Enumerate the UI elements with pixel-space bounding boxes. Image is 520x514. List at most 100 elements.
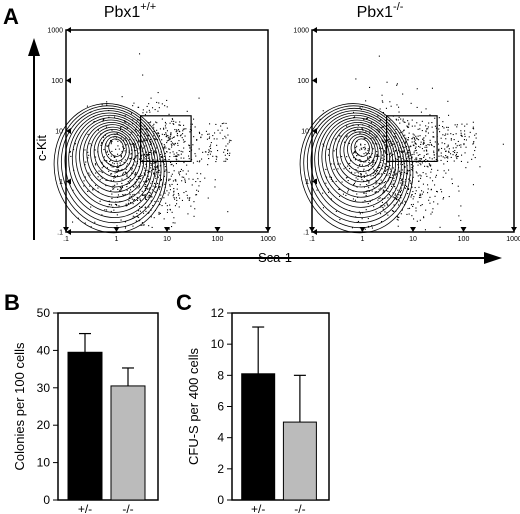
scatter-dot (206, 138, 208, 140)
scatter-dot (464, 130, 466, 132)
scatter-dot (74, 143, 76, 145)
scatter-dot (173, 193, 175, 195)
x-tick-label: 1000 (506, 236, 520, 243)
scatter-dot (152, 153, 154, 155)
scatter-dot (385, 181, 387, 183)
scatter-dot (371, 126, 373, 128)
scatter-dot (173, 153, 175, 155)
y-tick-mark (66, 128, 71, 134)
scatter-dot (422, 183, 424, 185)
scatter-dot (110, 173, 112, 175)
scatter-dot (165, 202, 167, 204)
scatter-dot (424, 165, 426, 167)
x-tick-mark (265, 227, 271, 232)
scatter-dot (363, 176, 365, 178)
scatter-dot (147, 155, 149, 157)
scatter-dot (132, 123, 134, 125)
scatter-dot (453, 139, 455, 141)
scatter-dot (447, 157, 449, 159)
scatter-dot (403, 146, 405, 148)
scatter-dot (414, 142, 416, 144)
scatter-dot (171, 146, 173, 148)
scatter-dot (368, 187, 370, 189)
scatter-dot (110, 210, 112, 212)
scatter-dot (400, 150, 402, 152)
scatter-dot (445, 150, 447, 152)
scatter-dot (158, 211, 160, 213)
scatter-dot (412, 198, 414, 200)
scatter-dot (401, 151, 403, 153)
scatter-dot (403, 121, 405, 123)
y-axis-title: CFU-S per 400 cells (186, 347, 201, 465)
scatter-dot (153, 172, 155, 174)
scatter-dot (363, 138, 365, 140)
scatter-dot (136, 196, 138, 198)
x-tick-label: .1 (63, 236, 69, 243)
scatter-dot (410, 182, 412, 184)
scatter-dot (441, 191, 443, 193)
scatter-dot (354, 172, 356, 174)
scatter-dot (173, 190, 175, 192)
scatter-dot (116, 183, 118, 185)
scatter-dot (428, 199, 430, 201)
scatter-dot (400, 137, 402, 139)
scatter-dot (357, 175, 359, 177)
scatter-dot (402, 151, 404, 153)
scatter-dot (166, 130, 168, 132)
scatter-dot (461, 154, 463, 156)
scatter-dot (111, 129, 113, 131)
scatter-dot (356, 155, 358, 157)
scatter-dot (346, 176, 348, 178)
scatter-dot (421, 130, 423, 132)
x-tick-label: 1 (115, 236, 119, 243)
scatter-dot (354, 181, 356, 183)
scatter-dot (367, 225, 369, 227)
scatter-dot (160, 156, 162, 158)
scatter-dot (427, 144, 429, 146)
scatter-dot (215, 161, 217, 163)
scatter-dot (367, 218, 369, 220)
scatter-dot (434, 117, 436, 119)
scatter-dot (149, 159, 151, 161)
scatter-dot (159, 186, 161, 188)
scatter-dot (410, 196, 412, 198)
y-tick-mark (66, 27, 71, 33)
scatter-dot (442, 198, 444, 200)
scatter-dot (408, 188, 410, 190)
scatter-dot (139, 210, 141, 212)
scatter-dot (398, 156, 400, 158)
scatter-dot (186, 194, 188, 196)
scatter-dot (118, 205, 120, 207)
y-tick-label: 1 (305, 179, 309, 186)
scatter-dot (464, 152, 466, 154)
scatter-dot (175, 180, 177, 182)
scatter-dot (374, 143, 376, 145)
scatter-dot (173, 155, 175, 157)
scatter-dot (144, 174, 146, 176)
scatter-dot (129, 134, 131, 136)
scatter-dot (173, 144, 175, 146)
scatter-dot (166, 135, 168, 137)
scatter-dot (144, 185, 146, 187)
scatter-dot (156, 122, 158, 124)
scatter-dot (130, 153, 132, 155)
scatter-dot (189, 147, 191, 149)
scatter-dot (383, 158, 385, 160)
scatter-dot (182, 151, 184, 153)
scatter-dot (142, 112, 144, 114)
scatter-dot (352, 198, 354, 200)
scatter-dot (440, 137, 442, 139)
contour-ring (68, 112, 156, 213)
scatter-dot (373, 172, 375, 174)
scatter-dot (155, 139, 157, 141)
scatter-dot (396, 84, 398, 86)
scatter-dot (343, 168, 345, 170)
scatter-dot (398, 106, 400, 108)
scatter-dot (375, 211, 377, 213)
scatter-dot (156, 132, 158, 134)
scatter-dot (423, 137, 425, 139)
scatter-dot (169, 184, 171, 186)
scatter-dot (182, 170, 184, 172)
